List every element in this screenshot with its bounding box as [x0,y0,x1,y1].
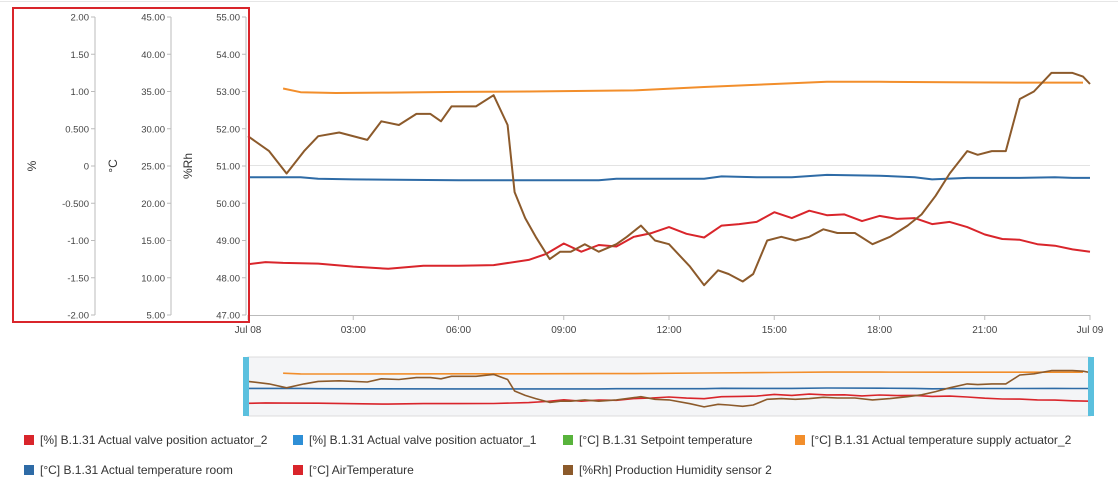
gridlines [0,1,1118,166]
legend-swatch [795,435,805,445]
legend-item[interactable]: [°C] B.1.31 Actual temperature supply ac… [795,433,1071,447]
legend-label: [%] B.1.31 Actual valve position actuato… [40,433,268,447]
y-axis-unit-label: °C [106,159,120,173]
legend-item[interactable]: [°C] B.1.31 Setpoint temperature [563,433,753,447]
legend-swatch [24,435,34,445]
navigator-handle-left [243,357,249,416]
legend-item[interactable]: [%Rh] Production Humidity sensor 2 [563,463,772,477]
legend-label: [%] B.1.31 Actual valve position actuato… [309,433,537,447]
navigator-series-line [247,369,1091,408]
legend-item[interactable]: [%] B.1.31 Actual valve position actuato… [24,433,267,447]
y-tick-label: -2.00 [67,311,89,322]
legend-swatch [563,465,573,475]
legend-label: [°C] B.1.31 Setpoint temperature [579,433,753,447]
y-tick-label: 0.500 [65,124,89,135]
legend-item[interactable]: [°C] AirTemperature [293,463,414,477]
y-tick-label: 55.00 [216,13,240,24]
x-tick-label: 18:00 [867,325,892,336]
y-tick-label: 30.00 [141,124,165,135]
navigator-series-line [248,387,1090,390]
legend-item[interactable]: [°C] B.1.31 Actual temperature room [24,463,233,477]
legend-swatch [563,435,573,445]
x-tick-label: 21:00 [972,325,997,336]
y-tick-label: 5.00 [147,311,166,322]
legend-label: [°C] B.1.31 Actual temperature supply ac… [811,433,1072,447]
y-tick-label: 25.00 [141,162,165,173]
x-axis: Jul 08 03:00 06:00 09:00 12:00 15:00 18:00 21:0… [235,315,1104,336]
legend-label: [°C] B.1.31 Actual temperature room [40,463,233,477]
x-tick-label: 09:00 [551,325,576,336]
x-tick-label: Jul 09 [1077,325,1104,336]
y-tick-label: -0.500 [62,199,89,210]
navigator-series-line [283,371,1083,375]
series-line [248,173,1090,182]
y-tick-label: 54.00 [216,50,240,61]
series-line [247,71,1091,287]
y-axis-unit-label: % [25,160,39,171]
y-tick-label: 20.00 [141,199,165,210]
x-tick-label: 12:00 [656,325,681,336]
y-tick-label: 53.00 [216,87,240,98]
x-tick-label: 03:00 [341,325,366,336]
x-tick-label: 15:00 [762,325,787,336]
y-tick-label: 1.00 [71,87,90,98]
plot-area [247,71,1091,287]
y-axis-unit-label: %Rh [181,153,195,179]
legend-label: [°C] AirTemperature [309,463,414,477]
y-tick-label: 50.00 [216,199,240,210]
y-tick-label: 47.00 [216,311,240,322]
legend-item[interactable]: [%] B.1.31 Actual valve position actuato… [293,433,536,447]
y-tick-label: 52.00 [216,124,240,135]
y-tick-label: 51.00 [216,162,240,173]
legend-label: [%Rh] Production Humidity sensor 2 [579,463,772,477]
navigator-handle-right [1088,357,1094,416]
navigator-series-line [247,393,1091,405]
x-tick-label: 06:00 [446,325,471,336]
legend-swatch [24,465,34,475]
y-tick-label: 1.50 [71,50,90,61]
y-tick-label: 35.00 [141,87,165,98]
x-tick-label: Jul 08 [235,325,262,336]
y-tick-label: 49.00 [216,236,240,247]
navigator-background [247,356,1091,417]
y-tick-label: -1.00 [67,236,89,247]
navigator[interactable] [243,356,1094,417]
y-tick-label: 48.00 [216,273,240,284]
y-tick-label: -1.50 [67,273,89,284]
y-tick-label: 40.00 [141,50,165,61]
y-tick-label: 45.00 [141,13,165,24]
legend-swatch [293,465,303,475]
series-line [282,80,1083,94]
legend-swatch [293,435,303,445]
y-tick-label: 0 [84,162,89,173]
y-axes: 2.00 1.50 1.00 0.500 0 -0.500 -1.00 -1.50 -2.00%… [25,13,247,322]
y-tick-label: 10.00 [141,273,165,284]
series-line [247,209,1091,270]
y-tick-label: 15.00 [141,236,165,247]
y-tick-label: 2.00 [71,13,90,24]
